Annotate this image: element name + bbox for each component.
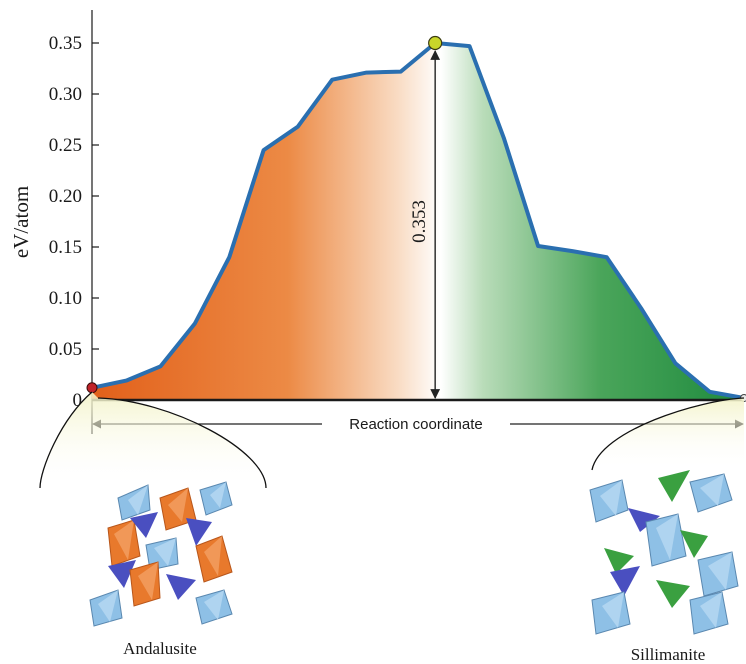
energy-curve-line — [91, 41, 745, 400]
transition-state-marker — [428, 35, 443, 51]
sillimanite-label: Sillimanite — [631, 645, 706, 664]
barrier-value-label: 0.353 — [409, 200, 430, 243]
y-ticks: 0 0.05 0.10 0.15 0.20 0.25 0.30 0.35 — [49, 33, 99, 411]
andalusite-structure-image — [89, 481, 233, 627]
y-tick-label: 0.30 — [49, 84, 82, 105]
y-tick-label: 0.25 — [49, 135, 82, 156]
energy-area-fill — [92, 43, 744, 400]
y-tick-label: 0.15 — [49, 237, 82, 258]
y-axis-title: eV/atom — [9, 186, 33, 258]
start-point-marker — [86, 382, 98, 394]
y-tick-label: 0.20 — [49, 186, 82, 207]
y-tick-label: 0.10 — [49, 288, 82, 309]
sillimanite-structure-image — [589, 470, 739, 635]
y-tick-label: 0.35 — [49, 33, 82, 54]
reaction-coordinate-label-bg — [322, 413, 510, 435]
andalusite-zoom-cone — [39, 391, 267, 489]
y-tick-label: 0.05 — [49, 339, 82, 360]
y-tick-label: 0 — [73, 390, 83, 411]
andalusite-label: Andalusite — [123, 639, 197, 658]
sillimanite-zoom-cone — [591, 397, 745, 471]
x-axis-title: Reaction coordinate — [349, 416, 482, 433]
